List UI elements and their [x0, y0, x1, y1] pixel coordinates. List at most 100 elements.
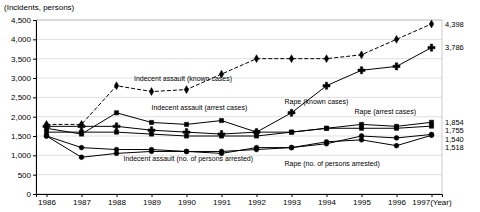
data-label: 1,518 — [445, 143, 464, 152]
annotation: Indecent assault (no. of persons arreste… — [124, 155, 254, 163]
x-tick-label: 1989 — [143, 198, 161, 207]
series-line — [47, 48, 432, 134]
series-line — [47, 24, 432, 124]
point-marker — [219, 134, 223, 138]
y-tick-mark — [33, 39, 36, 40]
data-label: 4,398 — [445, 20, 464, 29]
y-tick: 0 — [27, 190, 36, 199]
y-axis: 05001,0001,5002,0002,5003,0003,5004,0004… — [11, 16, 37, 199]
point-marker — [44, 134, 49, 139]
annotations: Indecent assault (known cases)Indecent a… — [124, 75, 416, 168]
point-marker — [394, 124, 398, 128]
y-tick-mark — [33, 194, 36, 195]
grid-line — [36, 58, 442, 59]
x-tick-label: 1987 — [73, 198, 91, 207]
grid — [36, 20, 442, 194]
x-tick: 1991 — [213, 194, 231, 207]
point-marker — [394, 143, 399, 148]
y-tick-label: 500 — [18, 171, 32, 180]
point-marker — [184, 122, 188, 126]
x-tick: 1988 — [108, 194, 126, 207]
plot-frame — [36, 20, 442, 194]
x-tick-mark — [362, 194, 363, 197]
point-marker — [44, 134, 49, 139]
x-tick: 1987 — [73, 194, 91, 207]
point-marker — [358, 67, 365, 74]
x-tick-mark — [117, 194, 118, 197]
x-tick-mark — [187, 194, 188, 197]
y-tick-label: 3,500 — [11, 55, 32, 64]
grid-line — [36, 78, 442, 79]
grid-line — [36, 174, 442, 175]
point-marker — [184, 149, 189, 154]
y-tick: 3,500 — [11, 55, 36, 64]
series-line — [47, 134, 432, 157]
y-tick: 1,000 — [11, 151, 36, 160]
point-marker — [149, 147, 154, 152]
point-marker — [113, 123, 120, 130]
x-tick-label: 1997(Year) — [412, 198, 452, 207]
y-tick: 500 — [18, 171, 36, 180]
y-tick: 4,500 — [11, 16, 36, 25]
y-tick-mark — [33, 97, 36, 98]
point-marker — [149, 120, 153, 124]
x-tick-mark — [432, 194, 433, 197]
point-marker — [254, 147, 259, 152]
x-axis: 1986198719881989199019911992199319941995… — [37, 194, 452, 207]
x-tick-mark — [152, 194, 153, 197]
x-tick-label: 1991 — [213, 198, 231, 207]
x-tick-label: 1986 — [38, 198, 56, 207]
point-marker — [429, 120, 433, 124]
point-marker — [219, 118, 223, 122]
y-tick-label: 2,500 — [11, 93, 32, 102]
point-marker — [184, 86, 189, 94]
x-tick-label: 1995 — [353, 198, 371, 207]
x-tick: 1990 — [178, 194, 196, 207]
y-tick-mark — [33, 117, 36, 118]
x-tick-label: 1990 — [178, 198, 196, 207]
point-marker — [393, 63, 400, 70]
point-marker — [114, 82, 119, 90]
y-tick-mark — [33, 59, 36, 60]
y-tick-label: 2,000 — [11, 113, 32, 122]
point-marker — [288, 109, 295, 116]
point-marker — [114, 130, 118, 134]
point-marker — [114, 111, 118, 115]
point-marker — [149, 132, 153, 136]
x-tick: 1992 — [248, 194, 266, 207]
y-tick-label: 0 — [27, 190, 32, 199]
x-axis-line — [37, 195, 443, 198]
point-marker — [79, 155, 84, 160]
point-marker — [394, 35, 399, 43]
point-marker — [289, 130, 293, 134]
x-tick-label: 1994 — [318, 198, 336, 207]
point-marker — [289, 145, 294, 150]
y-tick-mark — [33, 20, 36, 21]
annotation: Rape (arrest cases) — [355, 108, 416, 116]
point-marker — [428, 44, 435, 51]
x-tick: 1994 — [318, 194, 336, 207]
point-marker — [429, 20, 434, 28]
annotation: Rape (no. of persons arrested) — [285, 160, 380, 168]
point-marker — [359, 122, 363, 126]
x-tick-mark — [222, 194, 223, 197]
series-line — [47, 122, 432, 136]
x-tick-label: 1988 — [108, 198, 126, 207]
point-marker — [219, 149, 224, 154]
point-marker — [359, 126, 363, 130]
y-label: (Incidents, persons) — [4, 3, 75, 12]
point-marker — [184, 134, 188, 138]
y-tick-label: 4,500 — [11, 16, 32, 25]
y-tick: 1,500 — [11, 132, 36, 141]
point-marker — [184, 149, 189, 154]
x-tick: 1989 — [143, 194, 161, 207]
x-tick-label: 1996 — [388, 198, 406, 207]
point-marker — [78, 123, 85, 130]
point-marker — [289, 130, 293, 134]
y-tick: 2,500 — [11, 93, 36, 102]
y-tick-label: 4,000 — [11, 35, 32, 44]
point-marker — [149, 88, 154, 96]
x-tick-mark — [82, 194, 83, 197]
point-marker — [324, 55, 329, 63]
x-tick: 1986 — [38, 194, 56, 207]
